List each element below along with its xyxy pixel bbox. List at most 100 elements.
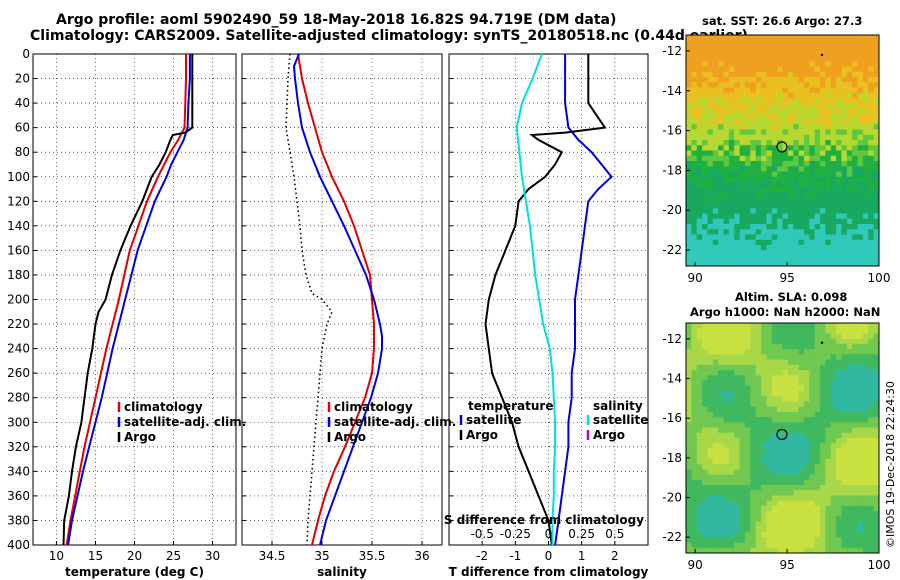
sst-map-cell — [686, 45, 692, 52]
sst-map-cell — [841, 155, 848, 162]
sst-map-cell — [686, 82, 692, 88]
sst-map-cell — [728, 92, 735, 99]
sst-map-cell — [744, 134, 751, 141]
sst-map-cell — [766, 119, 773, 125]
sst-map-cell — [707, 87, 714, 94]
sst-map-cell — [686, 35, 692, 41]
depth-tick-label: 380 — [7, 513, 30, 527]
sst-map-cell — [846, 92, 853, 99]
sla-map-cell — [814, 448, 821, 455]
sst-map-cell — [793, 197, 799, 204]
sst-map-cell — [777, 171, 783, 178]
sst-map-cell — [862, 208, 869, 214]
sst-map-cell — [739, 108, 746, 115]
sla-map-cell — [787, 485, 794, 491]
sla-map-cell — [841, 479, 848, 486]
sst-map-cell — [868, 87, 875, 94]
legend-salinity-title: salinity — [593, 399, 643, 413]
sla-map-cell — [755, 438, 762, 444]
sla-map-cell — [825, 500, 832, 507]
sla-map-cell — [846, 417, 853, 423]
sla-map-cell — [782, 448, 789, 455]
sla-map-cell — [771, 448, 778, 455]
sst-map-cell — [798, 166, 805, 172]
sla-map-cell — [712, 485, 719, 491]
sst-map-cell — [771, 61, 778, 67]
sla-map-cell — [777, 495, 783, 502]
sla-map-cell — [766, 323, 773, 329]
sst-map-cell — [755, 224, 762, 230]
sst-map-cell — [793, 239, 799, 246]
sst-map-cell — [712, 113, 719, 120]
sla-map-cell — [868, 406, 875, 413]
sst-map-cell — [862, 197, 869, 204]
sla-map-cell — [873, 479, 880, 486]
sla-map-cell — [771, 390, 778, 397]
sst-map-cell — [868, 61, 875, 67]
sst-map-cell — [777, 92, 783, 99]
sst-map-cell — [852, 176, 858, 183]
sst-map-cell — [798, 103, 805, 109]
sst-map-cell — [755, 250, 762, 256]
sst-map-cell — [873, 197, 880, 204]
sla-map-cell — [820, 364, 826, 371]
sla-map-cell — [777, 359, 783, 366]
sst-map-cell — [739, 255, 746, 262]
sla-map-cell — [777, 521, 783, 528]
sst-map-cell — [728, 176, 735, 183]
sst-map-cell — [868, 250, 875, 256]
sla-map-cell — [686, 526, 692, 533]
sst-map-cell — [814, 77, 821, 83]
sla-map-cell — [803, 359, 810, 366]
sla-map-cell — [852, 485, 858, 491]
sla-map-cell — [718, 505, 724, 512]
sla-map-cell — [761, 338, 767, 345]
sla-map-cell — [803, 495, 810, 502]
sla-map-cell — [868, 453, 875, 460]
sst-map-cell — [809, 260, 816, 267]
sla-map-cell — [857, 537, 864, 543]
sla-map-cell — [841, 364, 848, 371]
sst-map-cell — [852, 187, 858, 193]
sst-map-cell — [846, 255, 853, 262]
sla-map-cell — [744, 526, 751, 533]
sst-map-cell — [830, 250, 837, 256]
sst-map-cell — [793, 245, 799, 251]
sla-map-cell — [761, 516, 767, 523]
sst-map-cell — [707, 150, 714, 157]
sst-map-cell — [868, 140, 875, 146]
sst-map-cell — [734, 213, 741, 220]
sla-map-cell — [846, 516, 853, 523]
sla-map-cell — [868, 490, 875, 496]
sla-map-cell — [814, 380, 821, 387]
sla-map-cell — [771, 537, 778, 543]
sla-map-cell — [846, 328, 853, 334]
sst-map-cell — [766, 61, 773, 67]
sst-map-cell — [739, 166, 746, 172]
sla-map-cell — [702, 490, 708, 496]
sla-map-cell — [846, 411, 853, 418]
sla-map-cell — [777, 380, 783, 387]
sst-map-cell — [787, 218, 794, 225]
sla-map-cell — [761, 364, 767, 371]
sla-map-cell — [777, 438, 783, 444]
sst-map-cell — [782, 229, 789, 235]
sst-map-cell — [734, 92, 741, 99]
sla-map-cell — [814, 417, 821, 423]
sst-map-cell — [787, 171, 794, 178]
sla-map-cell — [825, 479, 832, 486]
sla-map-cell — [830, 396, 837, 402]
sst-map-cell — [836, 192, 842, 199]
sst-map-cell — [873, 45, 880, 52]
sla-map-cell — [787, 516, 794, 523]
sla-map-cell — [841, 349, 848, 355]
sla-map-cell — [852, 323, 858, 329]
sla-map-cell — [691, 364, 698, 371]
sst-map-cell — [846, 245, 853, 251]
sla-map-cell — [793, 417, 799, 423]
sla-map-cell — [686, 521, 692, 528]
sla-map-cell — [777, 422, 783, 428]
sst-map-cell — [793, 260, 799, 267]
sla-map-cell — [691, 370, 698, 376]
sst-map-cell — [814, 140, 821, 146]
